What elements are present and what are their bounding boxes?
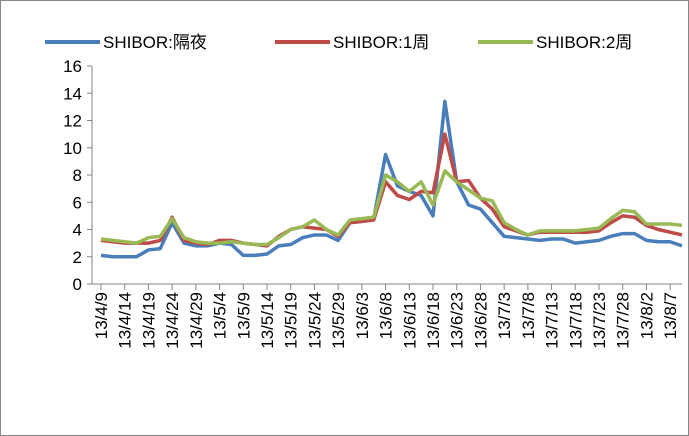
x-tick-label: 13/6/13 [400,292,419,349]
x-tick-label: 13/6/3 [353,292,372,339]
x-tick-label: 13/8/7 [661,292,680,339]
y-tick-label: 4 [73,221,82,240]
x-tick-label: 13/7/23 [590,292,609,349]
y-tick-label: 10 [63,139,82,158]
x-tick-label: 13/6/28 [471,292,490,349]
x-tick-label: 13/7/8 [519,292,538,339]
y-tick-label: 16 [63,57,82,76]
x-tick-label: 13/5/9 [234,292,253,339]
x-tick-label: 13/4/24 [163,292,182,349]
series-line [100,99,683,259]
legend-label: SHIBOR:1周 [333,33,429,52]
y-tick-label: 6 [73,193,82,212]
x-tick-label: 13/7/18 [566,292,585,349]
x-tick-label: 13/4/14 [116,292,135,349]
x-tick-label: 13/5/14 [258,292,277,349]
x-tick-label: 13/6/18 [424,292,443,349]
y-tick-label: 2 [73,248,82,267]
x-tick-label: 13/5/29 [329,292,348,349]
x-tick-label: 13/5/19 [282,292,301,349]
x-tick-label: 13/4/9 [92,292,111,339]
x-tick-label: 13/4/29 [187,292,206,349]
y-tick-label: 14 [63,84,82,103]
legend-label: SHIBOR:隔夜 [103,33,207,52]
y-tick-label: 8 [73,166,82,185]
y-tick-label: 0 [73,275,82,294]
y-tick-label: 12 [63,112,82,131]
x-tick-label: 13/5/4 [211,292,230,339]
series-line [100,169,683,247]
x-tick-label: 13/7/13 [543,292,562,349]
x-tick-label: 13/6/8 [377,292,396,339]
legend-label: SHIBOR:2周 [536,33,632,52]
x-tick-label: 13/6/23 [448,292,467,349]
x-tick-label: 13/7/28 [614,292,633,349]
x-tick-label: 13/4/19 [139,292,158,349]
x-tick-label: 13/7/3 [495,292,514,339]
x-tick-label: 13/8/2 [637,292,656,339]
x-tick-label: 13/5/24 [305,292,324,349]
